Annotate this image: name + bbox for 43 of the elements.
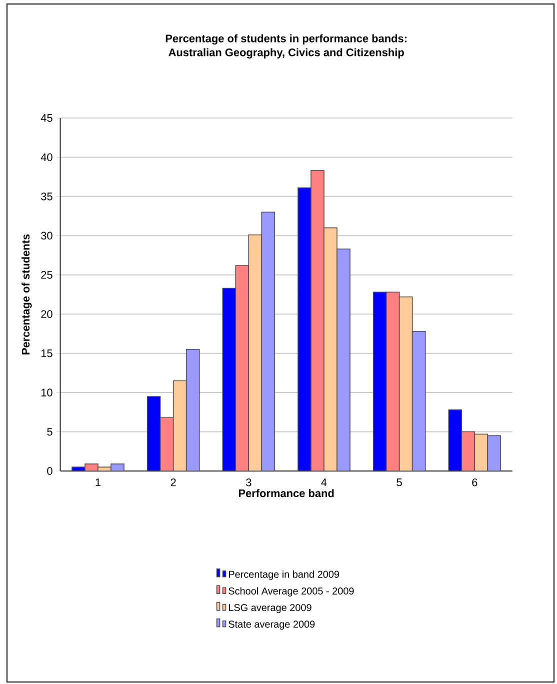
y-axis-title: Percentage of students xyxy=(22,234,32,354)
y-tick-label: 20 xyxy=(41,310,52,318)
x-tick-label: 6 xyxy=(472,478,478,486)
x-axis-title: Performance band xyxy=(238,489,334,498)
bar xyxy=(336,248,350,471)
x-tick-label: 4 xyxy=(321,478,327,486)
legend-label: LSG average 2009 xyxy=(228,604,312,614)
bar xyxy=(222,288,236,471)
bar xyxy=(474,434,488,471)
y-tick-label: 40 xyxy=(40,153,52,162)
y-tick-label: 30 xyxy=(41,232,52,240)
bar xyxy=(412,330,426,471)
x-tick-label: 5 xyxy=(396,478,402,486)
bar xyxy=(448,409,462,471)
x-tick-label: 2 xyxy=(170,478,176,486)
bar xyxy=(372,292,387,471)
y-tick-label: 5 xyxy=(47,428,52,436)
bar xyxy=(310,170,324,471)
x-tick-label: 1 xyxy=(96,478,101,486)
bar xyxy=(146,396,161,471)
legend-label: State average 2009 xyxy=(228,620,315,630)
bar xyxy=(398,296,413,471)
y-tick-label: 25 xyxy=(41,271,52,279)
bar xyxy=(235,265,250,471)
bar xyxy=(298,187,312,471)
legend-label: Percentage in band 2009 xyxy=(228,570,340,580)
bar xyxy=(324,227,338,471)
legend-label: School Average 2005 - 2009 xyxy=(228,587,354,597)
bar xyxy=(160,417,174,471)
chart-title: Percentage of students in performance bands: Australian Geography, Civics and Citizenship xyxy=(166,34,406,58)
y-tick-label: 35 xyxy=(41,192,52,200)
y-tick-label: 45 xyxy=(40,114,52,122)
bar xyxy=(172,380,187,471)
bar xyxy=(248,234,262,471)
x-tick-label: 3 xyxy=(246,478,252,486)
y-tick-label: 10 xyxy=(41,388,52,396)
bar xyxy=(487,435,502,471)
bar xyxy=(186,349,200,471)
bar xyxy=(386,292,400,471)
y-tick-label: 0 xyxy=(47,467,52,475)
bar xyxy=(461,431,476,471)
y-tick-label: 15 xyxy=(41,350,52,358)
bar xyxy=(261,212,276,471)
